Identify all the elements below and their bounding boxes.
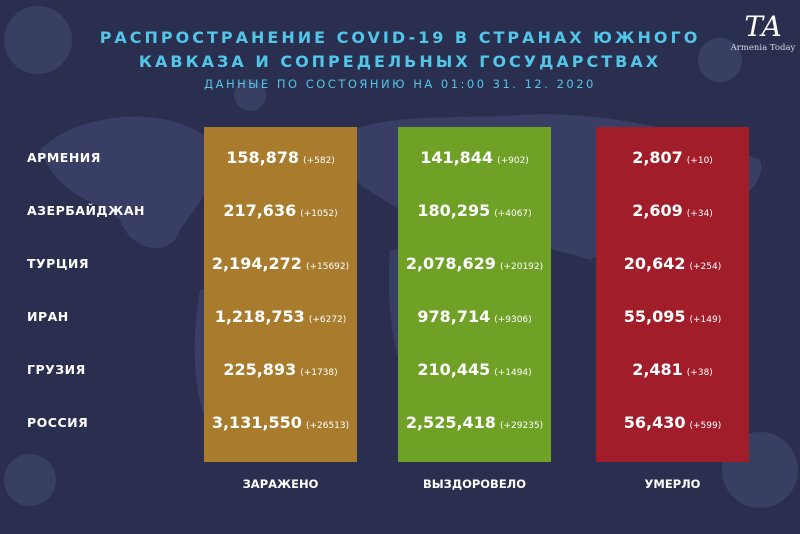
recovered-value: 2,525,418 <box>405 413 496 432</box>
country-label: РОССИЯ <box>27 415 89 430</box>
infected-delta: (+1738) <box>300 368 338 378</box>
died-delta: (+149) <box>689 315 722 325</box>
recovered-cell: 978,714 (+9306) <box>398 307 551 326</box>
died-value: 2,481 <box>632 360 683 379</box>
recovered-cell: 210,445 (+1494) <box>398 360 551 379</box>
infected-column-bg <box>204 127 357 462</box>
recovered-value: 2,078,629 <box>405 254 496 273</box>
infected-value: 225,893 <box>223 360 297 379</box>
died-value: 20,642 <box>623 254 686 273</box>
died-delta: (+34) <box>686 209 713 219</box>
infected-delta: (+582) <box>303 156 335 166</box>
died-value: 55,095 <box>623 307 686 326</box>
died-value: 2,807 <box>632 148 683 167</box>
chart-title-line2: КАВКАЗА И СОПРЕДЕЛЬНЫХ ГОСУДАРСТВАХ <box>138 52 662 71</box>
recovered-value: 141,844 <box>420 148 494 167</box>
recovered-value: 978,714 <box>417 307 491 326</box>
infected-delta: (+15692) <box>305 262 350 272</box>
recovered-delta: (+29235) <box>499 421 544 431</box>
column-label-infected: ЗАРАЖЕНО <box>242 477 319 491</box>
recovered-cell: 2,078,629 (+20192) <box>398 254 551 273</box>
infected-value: 2,194,272 <box>211 254 302 273</box>
recovered-delta: (+9306) <box>494 315 532 325</box>
country-label: АРМЕНИЯ <box>27 150 101 165</box>
recovered-delta: (+20192) <box>499 262 544 272</box>
chart-subtitle: ДАННЫЕ ПО СОСТОЯНИЮ НА 01:00 31. 12. 202… <box>204 77 596 91</box>
died-cell: 2,807 (+10) <box>596 148 749 167</box>
recovered-value: 180,295 <box>417 201 491 220</box>
chart-title-line1: РАСПРОСТРАНЕНИЕ COVID-19 В СТРАНАХ ЮЖНОГ… <box>99 28 701 47</box>
died-delta: (+599) <box>689 421 722 431</box>
infected-cell: 225,893 (+1738) <box>204 360 357 379</box>
infected-value: 1,218,753 <box>214 307 305 326</box>
column-label-recovered: ВЫЗДОРОВЕЛО <box>422 477 527 491</box>
recovered-delta: (+902) <box>497 156 529 166</box>
died-cell: 55,095 (+149) <box>596 307 749 326</box>
died-cell: 2,609 (+34) <box>596 201 749 220</box>
country-label: ИРАН <box>27 309 69 324</box>
infected-cell: 1,218,753 (+6272) <box>204 307 357 326</box>
recovered-value: 210,445 <box>417 360 491 379</box>
armenia-today-logo: TA Armenia Today <box>728 10 798 54</box>
died-delta: (+254) <box>689 262 722 272</box>
infected-delta: (+26513) <box>305 421 350 431</box>
infected-cell: 158,878 (+582) <box>204 148 357 167</box>
infected-cell: 217,636 (+1052) <box>204 201 357 220</box>
infected-delta: (+6272) <box>308 315 347 325</box>
recovered-delta: (+4067) <box>494 209 532 219</box>
recovered-cell: 180,295 (+4067) <box>398 201 551 220</box>
column-label-died: УМЕРЛО <box>644 477 701 491</box>
country-label: АЗЕРБАЙДЖАН <box>27 203 145 218</box>
infected-value: 3,131,550 <box>211 413 302 432</box>
died-cell: 2,481 (+38) <box>596 360 749 379</box>
recovered-cell: 141,844 (+902) <box>398 148 551 167</box>
recovered-cell: 2,525,418 (+29235) <box>398 413 551 432</box>
died-cell: 20,642 (+254) <box>596 254 749 273</box>
infected-cell: 3,131,550 (+26513) <box>204 413 357 432</box>
infected-value: 217,636 <box>223 201 297 220</box>
recovered-column-bg <box>398 127 551 462</box>
infected-delta: (+1052) <box>300 209 338 219</box>
recovered-delta: (+1494) <box>494 368 532 378</box>
logo-text: Armenia Today <box>730 43 796 53</box>
died-cell: 56,430 (+599) <box>596 413 749 432</box>
infected-value: 158,878 <box>226 148 300 167</box>
country-label: ГРУЗИЯ <box>27 362 86 377</box>
died-value: 2,609 <box>632 201 683 220</box>
died-delta: (+38) <box>686 368 713 378</box>
infected-cell: 2,194,272 (+15692) <box>204 254 357 273</box>
died-column-bg <box>596 127 749 462</box>
died-value: 56,430 <box>623 413 686 432</box>
logo-mark-icon: TA <box>744 10 782 43</box>
died-delta: (+10) <box>686 156 713 166</box>
country-label: ТУРЦИЯ <box>27 256 90 271</box>
